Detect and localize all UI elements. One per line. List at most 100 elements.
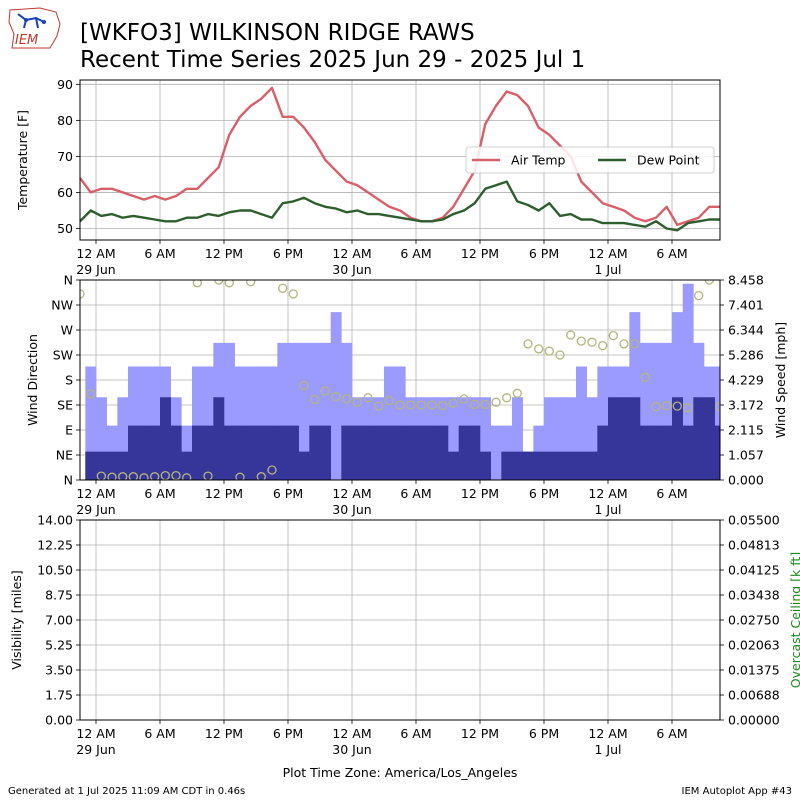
wind-direction-point (480, 399, 490, 410)
wind-speed-bar (160, 397, 171, 480)
wind-gust-bar (266, 366, 278, 480)
wind-speed-bar (469, 425, 481, 480)
x-tick-label: 6 AM (144, 726, 175, 741)
wind-speed-bar (106, 451, 118, 480)
wind-direction-point (438, 400, 448, 411)
x-tick-label: 12 AM (588, 726, 627, 741)
y-tick-label: SW (53, 348, 73, 363)
wind-gust-bar (234, 366, 246, 480)
footer-generated: Generated at 1 Jul 2025 11:09 AM CDT in … (8, 786, 245, 797)
chart-title-line2: Recent Time Series 2025 Jun 29 - 2025 Ju… (80, 47, 585, 73)
wind-direction-point (502, 393, 512, 403)
x-tick-label: 6 PM (273, 246, 303, 261)
wind-gust-bar (480, 397, 491, 480)
wind-speed-bar (640, 425, 651, 480)
wind-gust-bar (202, 366, 214, 480)
x-tick-label: 12 PM (205, 726, 243, 741)
wind-direction-point (267, 465, 277, 475)
wind-gust-bar (576, 366, 587, 480)
x-tick-sublabel: 29 Jun (76, 742, 115, 757)
wind-direction-point (86, 389, 96, 399)
wind-gust-bar (565, 397, 577, 480)
wind-speed-bar (448, 451, 459, 480)
wind-direction-point (363, 393, 373, 403)
wind-speed-bar (512, 451, 523, 480)
wind-speed-bar (128, 425, 139, 480)
wind-direction-point (192, 280, 202, 288)
y-tick-label: 12.25 (37, 538, 73, 553)
wind-gust-bar (448, 397, 459, 480)
wind-speed-bar (437, 425, 449, 480)
y-tick-label: 10.50 (37, 563, 73, 578)
wind-speed-bar (693, 397, 705, 480)
plot-frame (79, 79, 721, 241)
wind-gust-bar (192, 366, 203, 480)
x-tick-label: 12 AM (588, 246, 627, 261)
wind-gust-bar (224, 342, 235, 480)
wind-speed-bar (480, 451, 491, 480)
wind-gust-bar (138, 366, 150, 480)
wind-speed-bar (522, 451, 534, 480)
wind-direction-point (384, 395, 394, 406)
wind-speed-bar (373, 425, 385, 480)
x-tick-label: 12 AM (76, 486, 115, 501)
wind-gust-bar (245, 366, 257, 480)
x-tick-label: 12 AM (332, 726, 371, 741)
wind-speed-bar (714, 425, 720, 480)
wind-speed-bar (320, 425, 331, 480)
y2-tick-label: 0.05500 (728, 513, 780, 528)
x-tick-label: 12 PM (205, 246, 243, 261)
legend-label: Dew Point (637, 153, 700, 168)
wind-speed-bar (277, 425, 289, 480)
wind-gust-bar (586, 397, 598, 480)
wind-direction-point (512, 388, 522, 398)
plot-frame (79, 279, 721, 481)
x-tick-label: 6 AM (656, 246, 687, 261)
wind-speed-bar (117, 451, 129, 480)
wind-speed-bar (618, 397, 630, 480)
wind-gust-bar (650, 342, 662, 480)
wind-speed-bar (181, 451, 193, 480)
wind-speed-bar (554, 451, 566, 480)
wind-direction-point (352, 397, 362, 407)
wind-direction-point (342, 394, 352, 404)
wind-speed-bar (672, 397, 683, 480)
x-tick-sublabel: 29 Jun (76, 502, 115, 517)
wind-gust-bar (298, 342, 310, 480)
x-tick-sublabel: 1 Jul (594, 502, 621, 517)
wind-speed-bar (192, 425, 203, 480)
wind-speed-bar (565, 451, 577, 480)
wind-direction-point (715, 402, 720, 412)
wind-gust-bar (85, 366, 97, 480)
wind-speed-bar (544, 451, 555, 480)
wind-speed-bar (586, 451, 598, 480)
x-tick-label: 12 AM (332, 486, 371, 501)
wind-direction-point (587, 337, 597, 347)
wind-direction-point (491, 397, 501, 407)
y-tick-label: 5.25 (45, 638, 73, 653)
x-tick-sublabel: 29 Jun (76, 262, 115, 277)
y2-tick-label: 5.286 (728, 348, 764, 363)
y2-axis-label: Wind Speed [mph] (773, 322, 788, 438)
x-tick-sublabel: 30 Jun (332, 742, 371, 757)
y2-tick-label: 7.401 (728, 298, 764, 313)
wind-speed-bar (426, 425, 438, 480)
wind-direction-point (427, 400, 437, 410)
wind-direction-point (619, 339, 629, 349)
x-tick-label: 12 PM (461, 726, 499, 741)
x-tick-label: 12 PM (461, 246, 499, 261)
wind-gust-bar (277, 342, 289, 480)
y2-tick-label: 0.00688 (728, 688, 780, 703)
wind-direction-point (118, 472, 128, 480)
wind-direction-point (640, 372, 650, 382)
wind-gust-bar (309, 342, 321, 480)
y2-tick-label: 1.057 (728, 448, 764, 463)
x-tick-label: 6 PM (529, 726, 559, 741)
x-tick-label: 6 AM (656, 486, 687, 501)
x-tick-label: 12 AM (76, 726, 115, 741)
y-tick-label: 8.75 (45, 588, 73, 603)
wind-speed-bar (405, 425, 417, 480)
